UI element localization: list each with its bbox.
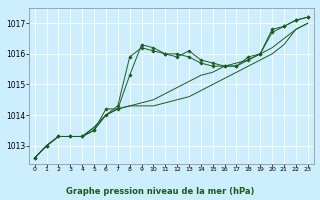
Text: Graphe pression niveau de la mer (hPa): Graphe pression niveau de la mer (hPa) xyxy=(66,187,254,196)
